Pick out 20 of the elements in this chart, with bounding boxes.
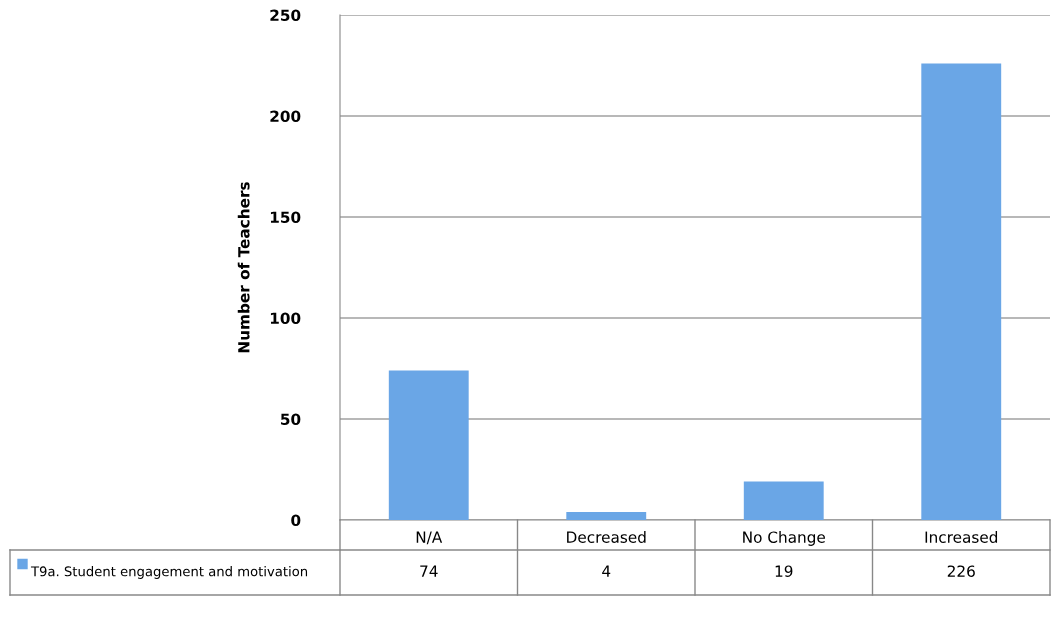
data-label: 74 — [420, 565, 438, 577]
x-tick-label: N/A — [416, 531, 443, 545]
y-tick-label: 100 — [270, 312, 301, 325]
y-tick-label: 250 — [270, 9, 301, 22]
bar — [921, 63, 1002, 520]
bar — [388, 370, 469, 520]
legend-label: T9a. Student engagement and motivation — [30, 566, 308, 579]
y-axis-title: Number of Teachers — [237, 182, 250, 353]
y-tick-label: 150 — [270, 211, 301, 224]
x-tick-label: Decreased — [567, 531, 646, 543]
y-tick-label: 50 — [281, 413, 301, 426]
y-tick-label: 0 — [291, 514, 301, 527]
bar — [566, 511, 647, 520]
data-label: 226 — [947, 565, 975, 577]
y-tick-label: 200 — [270, 110, 301, 123]
data-label: 19 — [775, 565, 793, 577]
bar — [743, 481, 824, 520]
x-tick-label: No Change — [743, 531, 825, 546]
data-label: 4 — [602, 565, 611, 577]
x-tick-label: Increased — [925, 531, 998, 543]
